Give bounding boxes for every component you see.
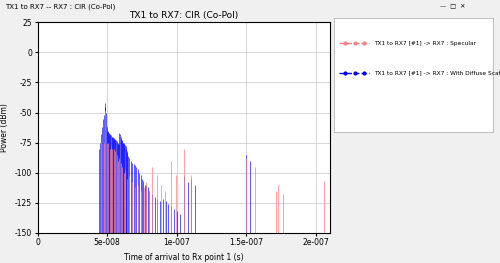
X-axis label: Time of arrival to Rx point 1 (s): Time of arrival to Rx point 1 (s) (124, 253, 244, 262)
Text: TX1 to RX7 -- RX7 : CIR (Co-Pol): TX1 to RX7 -- RX7 : CIR (Co-Pol) (5, 4, 116, 11)
Text: —  □  ✕: — □ ✕ (440, 4, 466, 9)
Text: TX1 to RX7 [#1] -> RX7 : With Diffuse Scatter: TX1 to RX7 [#1] -> RX7 : With Diffuse Sc… (374, 70, 500, 75)
Title: TX1 to RX7: CIR (Co-Pol): TX1 to RX7: CIR (Co-Pol) (129, 11, 238, 20)
Text: TX1 to RX7 [#1] -> RX7 : Specular: TX1 to RX7 [#1] -> RX7 : Specular (374, 41, 476, 46)
Y-axis label: Power (dBm): Power (dBm) (0, 103, 9, 152)
